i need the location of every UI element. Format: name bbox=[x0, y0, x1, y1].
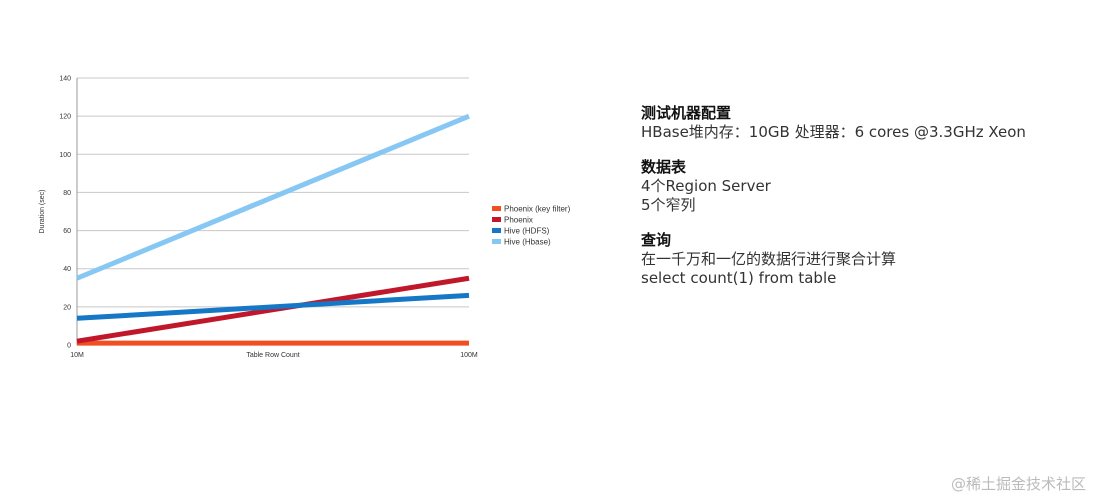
y-tick-label: 120 bbox=[59, 114, 71, 121]
info-section: 查询 在一千万和一亿的数据行进行聚合计算 select count(1) from … bbox=[641, 231, 1071, 288]
series-line bbox=[76, 113, 470, 281]
info-line: 4个Region Server bbox=[641, 177, 771, 195]
y-tick-label: 20 bbox=[63, 304, 71, 311]
info-line: HBase堆内存：10GB 处理器：6 cores @3.3GHz Xeon bbox=[641, 123, 1026, 141]
legend-swatch bbox=[492, 206, 501, 211]
info-heading: 数据表 bbox=[641, 158, 687, 176]
y-tick-label: 60 bbox=[63, 228, 71, 235]
legend-label: Hive (HDFS) bbox=[504, 227, 550, 236]
y-tick-label: 100 bbox=[59, 152, 71, 159]
info-line: 在一千万和一亿的数据行进行聚合计算 bbox=[641, 250, 897, 268]
info-section: 测试机器配置 HBase堆内存：10GB 处理器：6 cores @3.3GHz … bbox=[641, 104, 1071, 142]
legend-swatch bbox=[492, 239, 501, 244]
legend-label: Phoenix bbox=[504, 216, 533, 225]
y-tick-label: 0 bbox=[67, 343, 71, 350]
y-tick-label: 40 bbox=[63, 266, 71, 273]
test-info-panel: 测试机器配置 HBase堆内存：10GB 处理器：6 cores @3.3GHz … bbox=[641, 104, 1071, 304]
info-line: select count(1) from table bbox=[641, 269, 837, 287]
y-tick-label: 140 bbox=[59, 76, 71, 83]
legend-swatch bbox=[492, 217, 501, 222]
chart-gridlines bbox=[77, 77, 469, 346]
series-line bbox=[76, 292, 470, 321]
series-line bbox=[76, 275, 470, 344]
line-chart: 0 20 40 60 80 100 120 140 10M 100M Duration (sec)… bbox=[39, 76, 571, 360]
info-line: 5个窄列 bbox=[641, 196, 696, 214]
legend-label: Phoenix (key filter) bbox=[504, 205, 571, 214]
chart-tick-labels: 0 20 40 60 80 100 120 140 10M 100M bbox=[59, 76, 478, 360]
x-tick-label: 100M bbox=[460, 352, 478, 359]
watermark: @稀土掘金技术社区 bbox=[950, 475, 1086, 493]
info-heading: 测试机器配置 bbox=[641, 104, 732, 122]
y-axis-title: Duration (sec) bbox=[39, 190, 46, 234]
chart-legend: Phoenix (key filter) Phoenix Hive (HDFS) Hi… bbox=[492, 205, 571, 247]
legend-label: Hive (Hbase) bbox=[504, 238, 551, 247]
x-axis-title: Table Row Count bbox=[246, 352, 299, 359]
x-tick-label: 10M bbox=[70, 352, 84, 359]
info-section: 数据表 4个Region Server 5个窄列 bbox=[641, 158, 1071, 215]
info-heading: 查询 bbox=[641, 231, 672, 249]
legend-swatch bbox=[492, 228, 501, 233]
chart-series bbox=[76, 113, 470, 346]
y-tick-label: 80 bbox=[63, 190, 71, 197]
